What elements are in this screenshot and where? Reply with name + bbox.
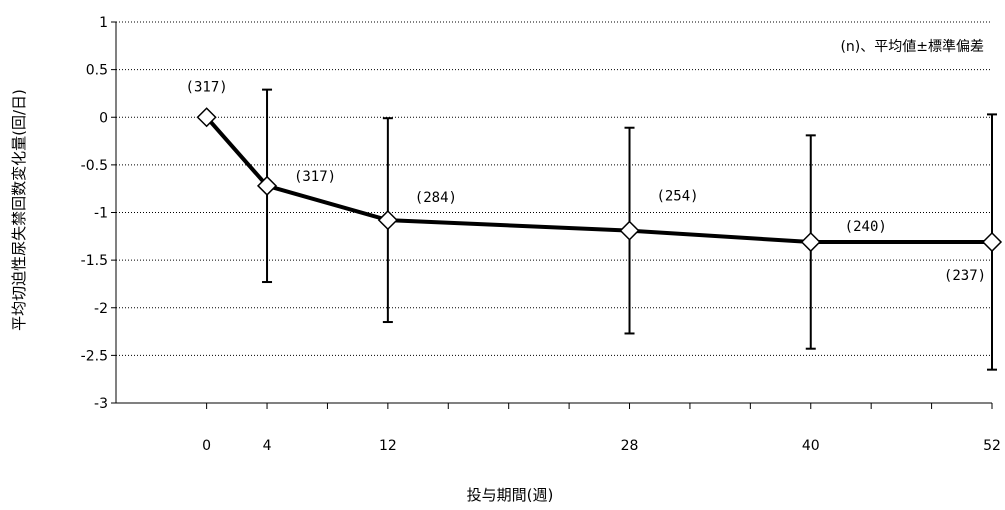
y-tick-label: -1.5 — [81, 253, 108, 269]
data-point-marker — [800, 231, 821, 253]
data-point-marker — [619, 220, 640, 241]
data-points — [196, 107, 1003, 253]
y-tick-label: -2 — [94, 301, 108, 317]
n-label: (240) — [845, 219, 887, 235]
data-point-marker — [981, 231, 1003, 253]
x-tick-label: 52 — [983, 438, 1001, 454]
n-label: (317) — [186, 79, 228, 95]
data-point-marker — [377, 210, 398, 231]
x-tick-labels: 0 4 12 28 40 52 — [202, 438, 1001, 454]
y-tick-labels: 1 0.5 0 -0.5 -1 -1.5 -2 -2.5 -3 — [81, 15, 108, 412]
series-polyline — [205, 115, 992, 245]
series-line — [205, 115, 992, 245]
axes — [111, 21, 993, 409]
annotation-note: (n)、平均値±標準偏差 — [840, 39, 984, 55]
y-tick-label: -1 — [94, 206, 108, 222]
y-tick-label: 0 — [99, 110, 108, 126]
y-tick-label: -0.5 — [81, 158, 108, 174]
x-axis-title: 投与期間(週) — [467, 486, 554, 504]
y-tick-label: -2.5 — [81, 348, 108, 364]
n-label: (284) — [415, 190, 457, 206]
n-label: (317) — [294, 169, 336, 185]
x-tick-label: 0 — [202, 438, 211, 454]
n-label: (254) — [656, 189, 698, 205]
y-tick-label: -3 — [94, 396, 108, 412]
data-point-marker — [196, 107, 217, 128]
n-labels: (317) (317) (284) (254) (240) (237) — [186, 79, 987, 284]
gridlines — [116, 21, 992, 356]
x-tick-label: 12 — [379, 438, 397, 454]
x-tick-label: 40 — [802, 438, 820, 454]
data-point-marker — [256, 175, 278, 196]
x-tick-label: 4 — [263, 438, 272, 454]
n-label: (237) — [944, 268, 986, 284]
y-tick-label: 1 — [99, 15, 108, 31]
y-axis-title: 平均切迫性尿失禁回数変化量(回/日) — [10, 89, 28, 331]
y-tick-label: 0.5 — [86, 63, 108, 79]
x-tick-label: 28 — [621, 438, 639, 454]
